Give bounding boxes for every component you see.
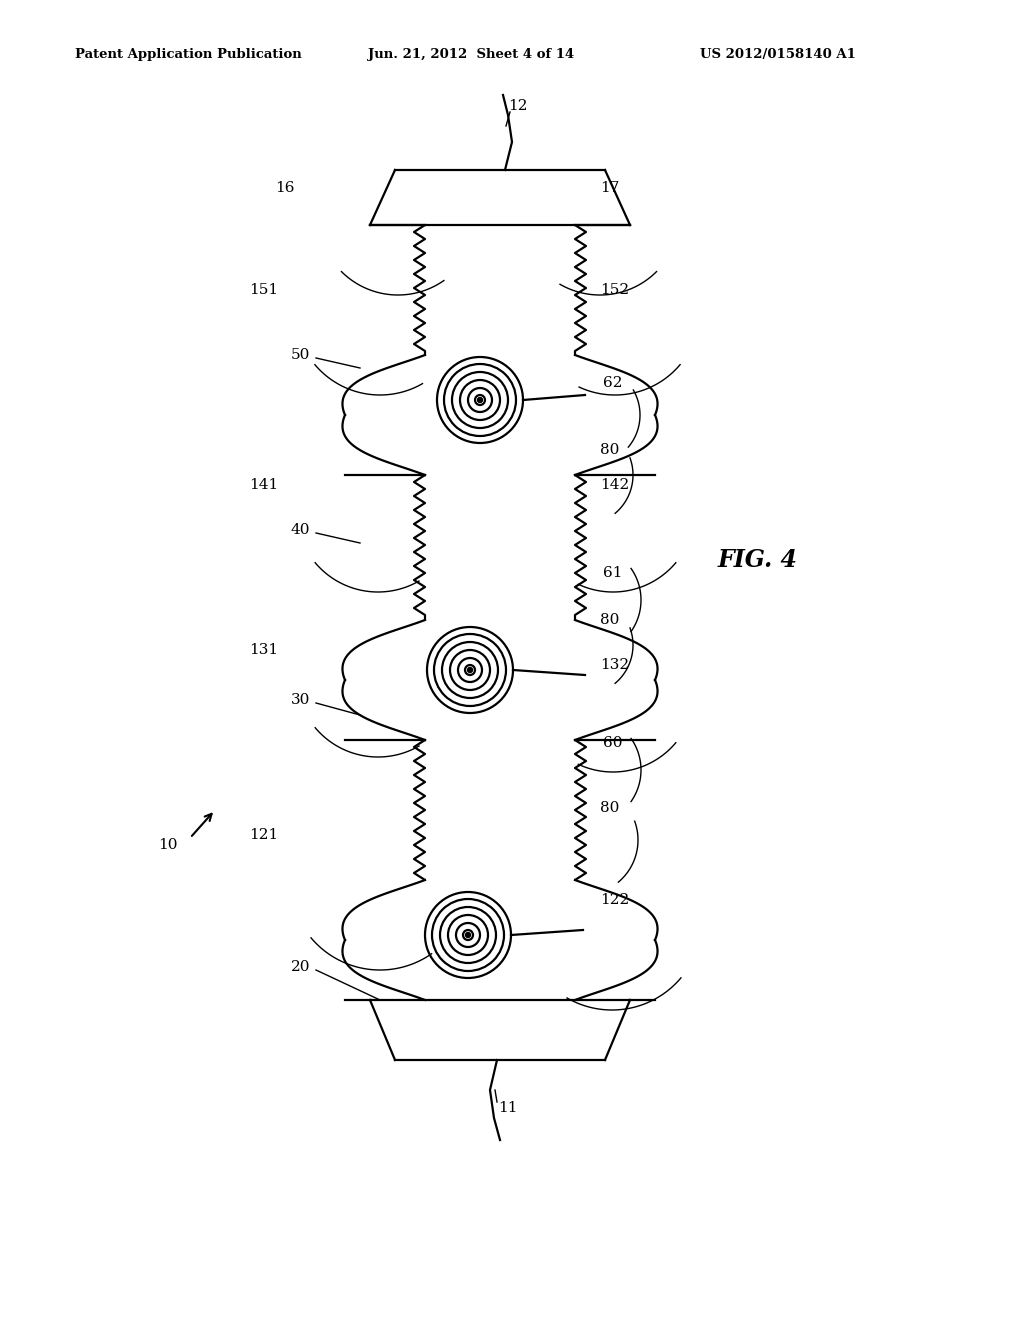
Text: 131: 131 [249, 643, 278, 657]
Text: Patent Application Publication: Patent Application Publication [75, 48, 302, 61]
Text: 142: 142 [600, 478, 630, 492]
Circle shape [466, 932, 470, 937]
Text: 60: 60 [603, 737, 623, 750]
Text: 17: 17 [600, 181, 620, 195]
Text: 80: 80 [600, 801, 620, 814]
Text: 40: 40 [291, 523, 310, 537]
Text: 62: 62 [603, 376, 623, 389]
Text: 141: 141 [249, 478, 278, 492]
Text: US 2012/0158140 A1: US 2012/0158140 A1 [700, 48, 856, 61]
Text: 122: 122 [600, 894, 630, 907]
Text: 121: 121 [249, 828, 278, 842]
Text: 16: 16 [275, 181, 295, 195]
Text: 12: 12 [508, 99, 527, 114]
Text: 30: 30 [291, 693, 310, 708]
Text: FIG. 4: FIG. 4 [718, 548, 798, 572]
Text: Jun. 21, 2012  Sheet 4 of 14: Jun. 21, 2012 Sheet 4 of 14 [368, 48, 574, 61]
Text: 20: 20 [291, 960, 310, 974]
Text: 11: 11 [498, 1101, 517, 1115]
Text: 10: 10 [159, 838, 178, 851]
Text: 151: 151 [249, 282, 278, 297]
Text: 132: 132 [600, 657, 629, 672]
Text: 50: 50 [291, 348, 310, 362]
Text: 61: 61 [603, 566, 623, 579]
Text: 80: 80 [600, 612, 620, 627]
Circle shape [468, 668, 472, 672]
Circle shape [477, 397, 482, 403]
Text: 152: 152 [600, 282, 629, 297]
Text: 80: 80 [600, 444, 620, 457]
